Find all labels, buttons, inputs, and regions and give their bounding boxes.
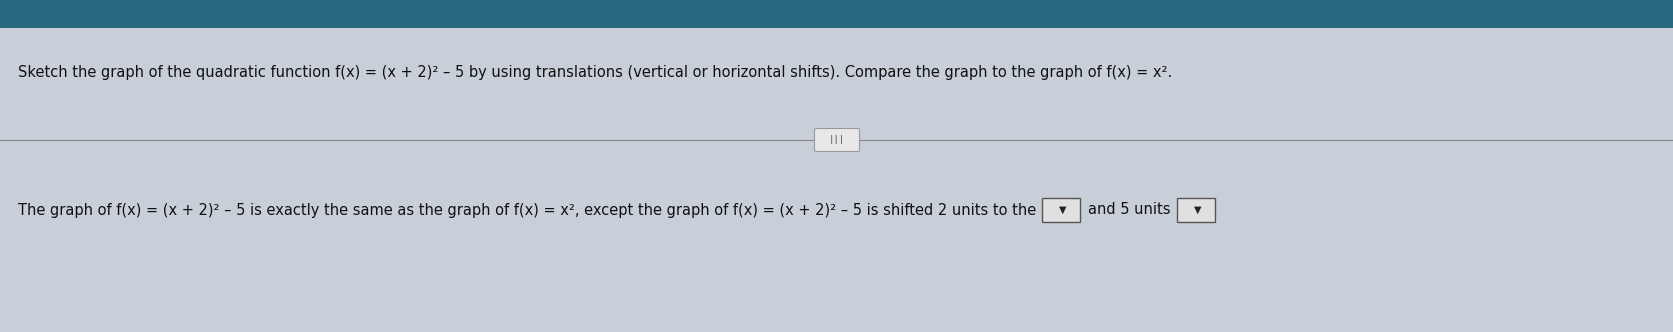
- FancyBboxPatch shape: [815, 128, 858, 151]
- Text: The graph of f(x) = (x + 2)² – 5 is exactly the same as the graph of f(x) = x², : The graph of f(x) = (x + 2)² – 5 is exac…: [18, 203, 1036, 217]
- Bar: [1042, 198, 1079, 222]
- Bar: [0, 0, 1673, 28]
- Text: ▼: ▼: [1059, 205, 1066, 215]
- Bar: [1176, 198, 1215, 222]
- Text: Sketch the graph of the quadratic function f(x) = (x + 2)² – 5 by using translat: Sketch the graph of the quadratic functi…: [18, 64, 1171, 79]
- Text: and 5 units: and 5 units: [1087, 203, 1169, 217]
- Text: |||: |||: [828, 135, 845, 144]
- Text: ▼: ▼: [1193, 205, 1201, 215]
